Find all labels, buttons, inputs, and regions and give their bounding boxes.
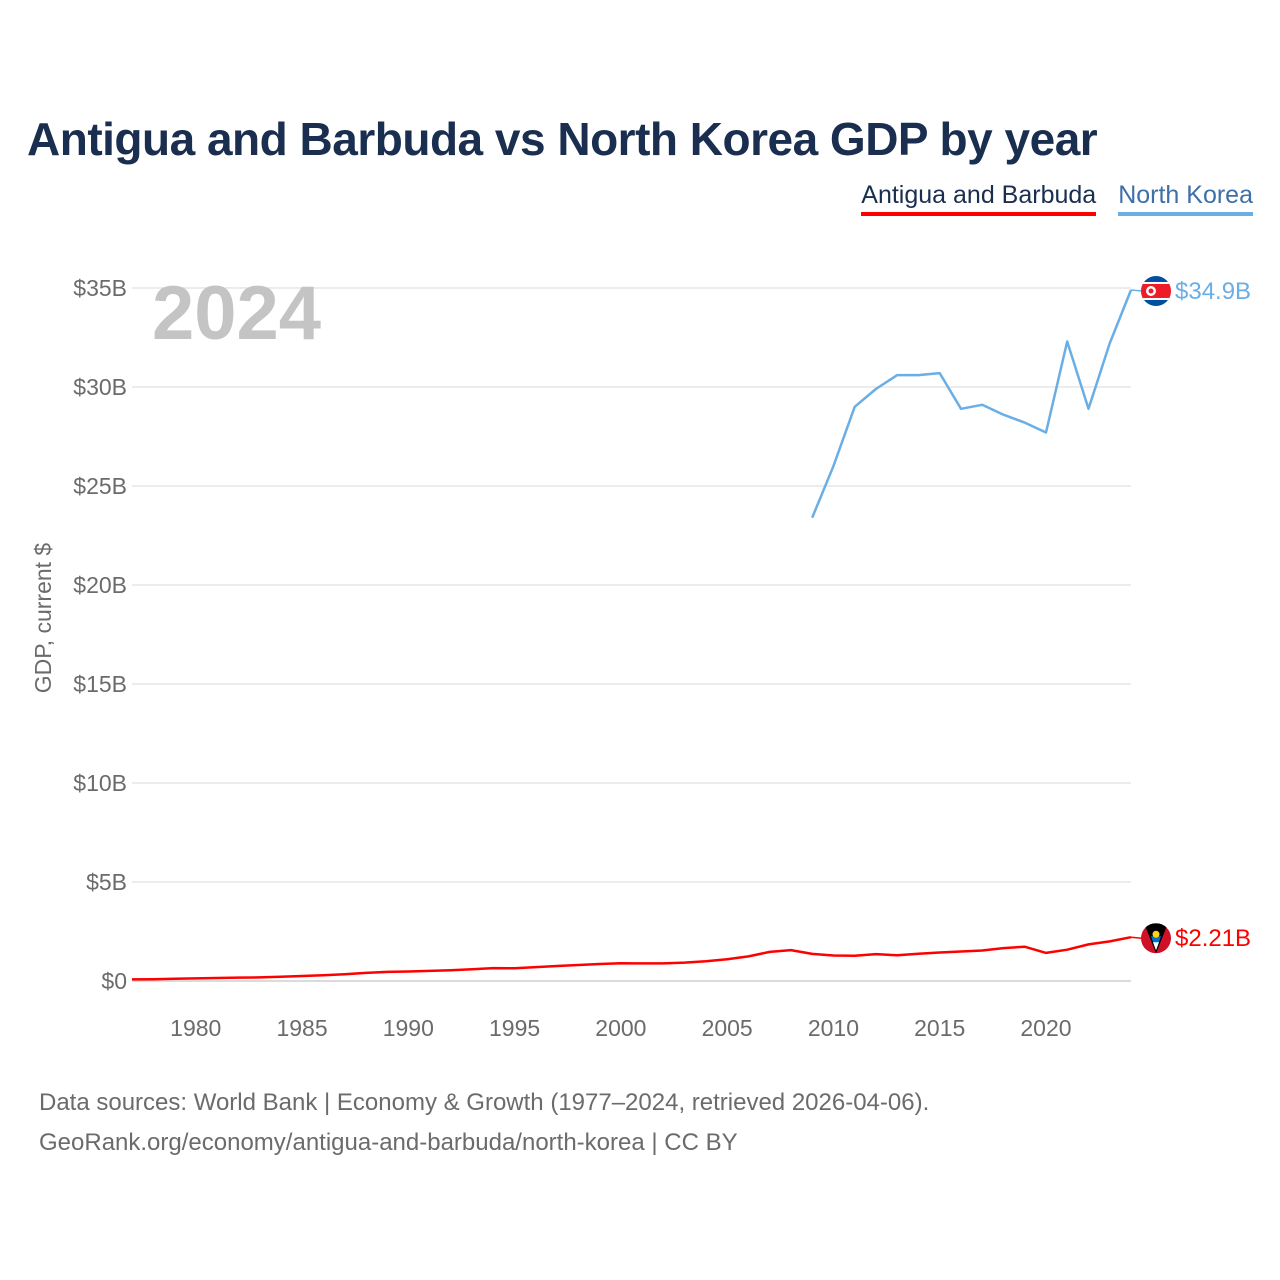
x-tick-label: 2005 — [702, 1015, 753, 1041]
gdp-line-chart: 2024 $0$5B$10B$15B$20B$25B$30B$35B 1980 1… — [30, 271, 1251, 1041]
y-tick-label: $10B — [73, 770, 127, 796]
x-tick-label: 1990 — [383, 1015, 434, 1041]
series-lines — [131, 289, 1133, 981]
y-axis-ticks: $0 $5B $10B $15B $20B $25B $30B $35B — [73, 275, 127, 994]
series-line-antigua-and-barbuda — [131, 935, 1132, 981]
y-tick-label: $20B — [73, 572, 127, 598]
footer: Data sources: World Bank | Economy & Gro… — [39, 1083, 929, 1163]
x-tick-label: 2020 — [1020, 1015, 1071, 1041]
attribution-text: GeoRank.org/economy/antigua-and-barbuda/… — [39, 1129, 738, 1156]
y-tick-label: $0 — [101, 968, 127, 994]
antigua-and-barbuda-flag-icon — [1141, 923, 1171, 954]
gridlines — [132, 287, 1131, 982]
legend: Antigua and Barbuda North Korea — [861, 180, 1253, 216]
y-tick-label: $25B — [73, 473, 127, 499]
series-end-labels: $2.21B $34.9B — [1130, 275, 1251, 954]
chart-title: Antigua and Barbuda vs North Korea GDP b… — [27, 113, 1098, 165]
source-text: Data sources: World Bank | Economy & Gro… — [39, 1089, 930, 1116]
end-connector — [1130, 289, 1143, 292]
end-connector — [1130, 936, 1143, 939]
legend-item-antigua-and-barbuda[interactable]: Antigua and Barbuda — [861, 180, 1097, 216]
x-axis-ticks: 1980 1985 1990 1995 2000 2005 2010 2015 2020 — [170, 1015, 1071, 1041]
x-tick-label: 2010 — [808, 1015, 859, 1041]
y-tick-label: $5B — [86, 869, 127, 895]
x-tick-label: 1985 — [276, 1015, 327, 1041]
x-tick-label: 1995 — [489, 1015, 540, 1041]
y-tick-label: $30B — [73, 374, 127, 400]
y-tick-label: $35B — [73, 275, 127, 301]
north-korea-flag-icon — [1141, 275, 1171, 306]
end-value-label: $34.9B — [1175, 278, 1251, 305]
y-axis-label: GDP, current $ — [30, 543, 56, 694]
legend-item-north-korea[interactable]: North Korea — [1118, 180, 1253, 216]
end-value-label: $2.21B — [1175, 925, 1251, 952]
x-tick-label: 2015 — [914, 1015, 965, 1041]
x-tick-label: 1980 — [170, 1015, 221, 1041]
series-line-north-korea — [811, 289, 1133, 519]
y-tick-label: $15B — [73, 671, 127, 697]
year-watermark: 2024 — [152, 271, 321, 356]
x-tick-label: 2000 — [595, 1015, 646, 1041]
